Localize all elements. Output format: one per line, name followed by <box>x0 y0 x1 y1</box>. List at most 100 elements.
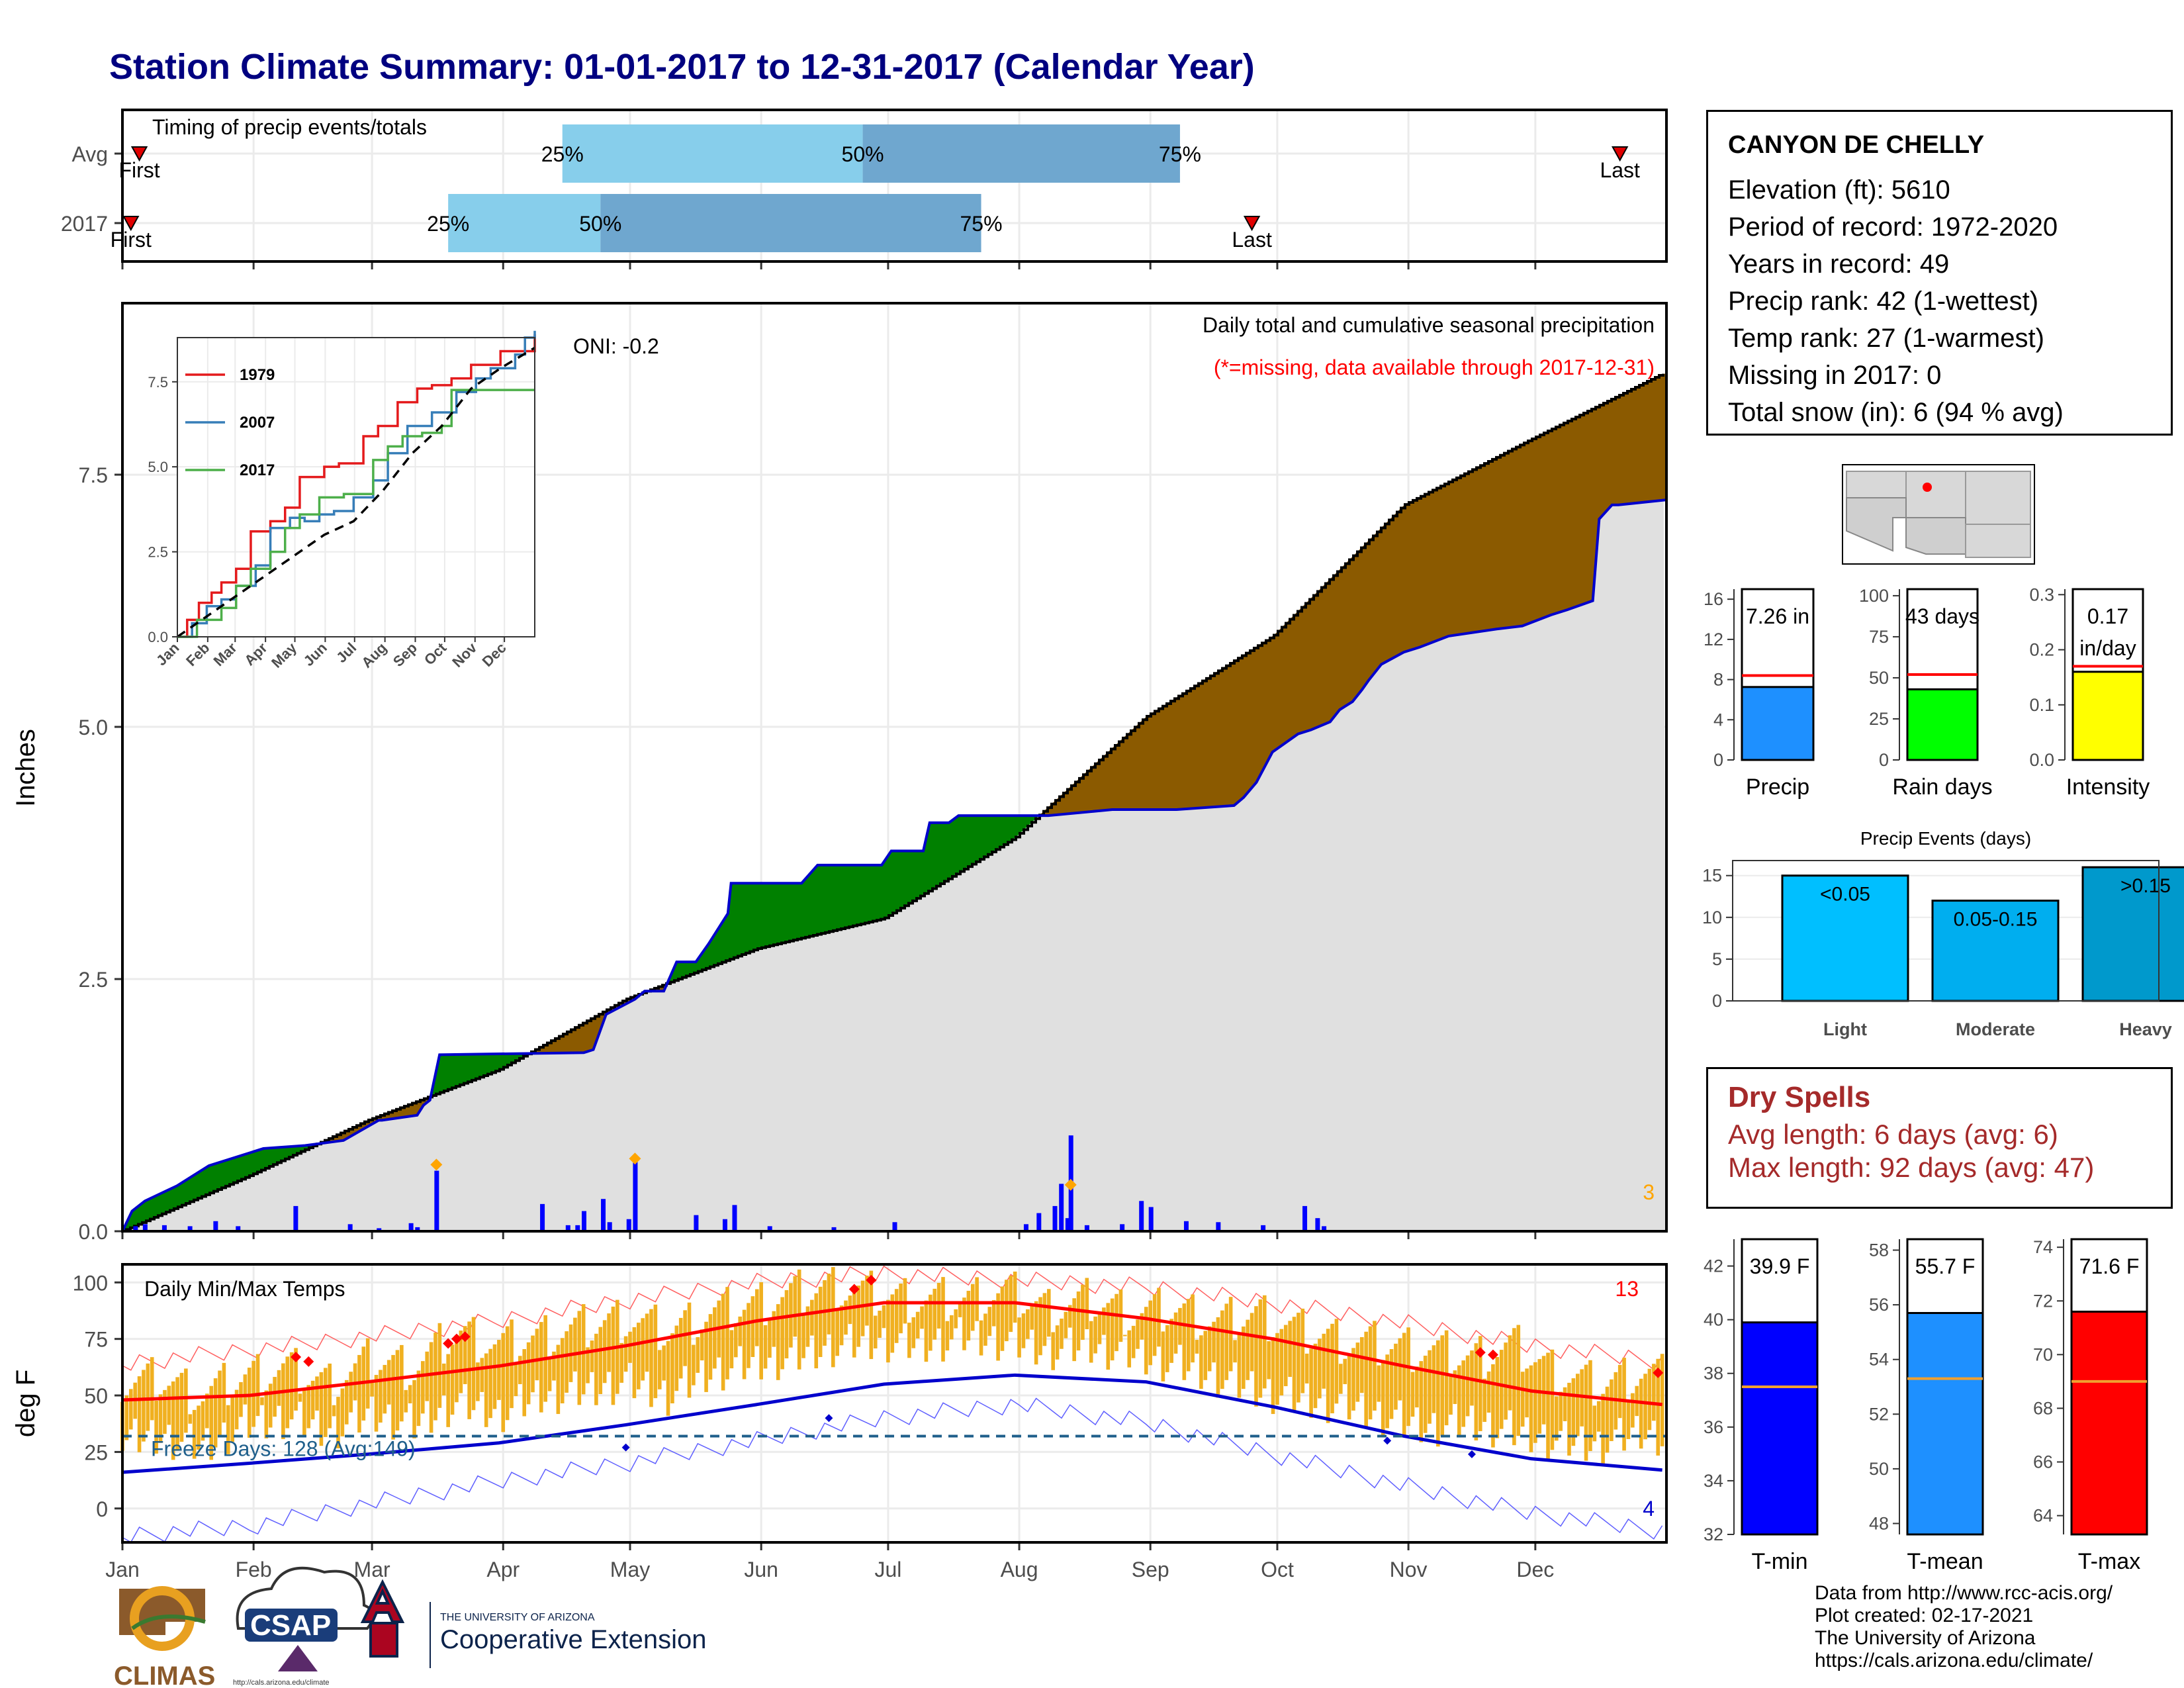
daily-temp-bar <box>1178 1307 1182 1345</box>
daily-temp-bar <box>1152 1294 1157 1356</box>
daily-temp-bar <box>1639 1378 1643 1449</box>
daily-precip-bar <box>1120 1224 1125 1231</box>
daily-temp-bar <box>1525 1368 1529 1418</box>
daily-temp-bar <box>725 1287 729 1380</box>
daily-temp-bar <box>903 1278 907 1324</box>
daily-temp-bar <box>683 1310 687 1366</box>
daily-temp-bar <box>167 1385 171 1425</box>
month-label: Feb <box>236 1558 272 1581</box>
daily-temp-bar <box>899 1284 903 1334</box>
daily-temp-bar <box>1402 1333 1406 1436</box>
daily-temp-bar <box>780 1297 784 1370</box>
daily-temp-bar <box>1461 1360 1465 1427</box>
inset-frame <box>177 337 535 637</box>
rain-days-y-tick-label: 100 <box>1859 586 1889 606</box>
record-high-marker <box>1487 1349 1498 1360</box>
daily-precip-bar <box>601 1199 606 1231</box>
timing-last-marker <box>1243 216 1261 232</box>
temp-y-tick-label: 50 <box>84 1384 108 1408</box>
daily-temp-bar <box>463 1326 467 1384</box>
precip-total-x-label: Precip <box>1746 774 1809 800</box>
timing-label-25: 25% <box>541 142 584 166</box>
daily-temp-bar <box>810 1299 814 1336</box>
temp-panel: 0 25 50 75 100 Jan Feb Mar Apr May Jun Jul Aug Sep Oct… <box>11 1263 1668 1581</box>
daily-temp-bar <box>1093 1316 1097 1354</box>
daily-precip-bar <box>626 1219 631 1231</box>
daily-temp-bar <box>1326 1329 1330 1423</box>
footer-plot-created: Plot created: 02-17-2021 <box>1815 1605 2034 1626</box>
daily-temp-bar <box>768 1318 772 1358</box>
daily-temp-bar <box>607 1313 611 1372</box>
daily-temp-bar <box>552 1351 556 1381</box>
daily-temp-bar <box>602 1320 607 1383</box>
daily-temp-bar <box>273 1377 277 1417</box>
daily-temp-bar <box>759 1282 763 1380</box>
intensity-x-label: Intensity <box>2066 774 2150 800</box>
climas-logo-text: CLIMAS <box>114 1662 215 1688</box>
daily-temp-bar <box>247 1368 251 1438</box>
temp-y-tick-label: 25 <box>84 1440 108 1464</box>
daily-temp-bar <box>1419 1361 1424 1442</box>
daily-temp-bar <box>1423 1355 1428 1433</box>
station-precip-rank: Precip rank: 42 (1-wettest) <box>1728 287 2039 316</box>
daily-temp-bar <box>1622 1358 1626 1451</box>
daily-temp-bar <box>319 1372 324 1446</box>
precip-events-bar-label: 0.05-0.15 <box>1954 909 2038 931</box>
daily-temp-bar <box>1157 1288 1161 1347</box>
daily-temp-bar <box>590 1340 594 1372</box>
daily-temp-bar <box>586 1347 590 1383</box>
daily-temp-bar <box>1313 1343 1318 1409</box>
daily-temp-bar <box>213 1378 218 1448</box>
precip-total-title: 7.26 in <box>1746 604 1809 628</box>
daily-temp-bar <box>1123 1335 1127 1336</box>
daily-temp-bar <box>1182 1303 1187 1380</box>
timing-last-label: Last <box>1232 228 1272 252</box>
daily-temp-bar <box>1288 1321 1292 1378</box>
record-precip-marker <box>430 1158 443 1171</box>
precip-events-y-tick-label: 15 <box>1702 866 1722 886</box>
daily-temp-bar <box>721 1293 725 1391</box>
daily-temp-bar <box>915 1311 920 1338</box>
ua-logo: THE UNIVERSITY OF ARIZONA Cooperative Ex… <box>360 1579 706 1668</box>
daily-temp-bar <box>1406 1327 1410 1427</box>
daily-precip-bar <box>607 1222 612 1231</box>
daily-temp-bar <box>1555 1396 1559 1441</box>
station-elevation: Elevation (ft): 5610 <box>1728 175 1950 205</box>
precip-y-tick-label: 5.0 <box>79 716 108 739</box>
daily-temp-bar <box>298 1393 302 1402</box>
daily-temp-bar <box>678 1317 683 1379</box>
daily-temp-bar <box>400 1344 404 1422</box>
daily-temp-bar <box>708 1314 713 1380</box>
daily-temp-bar <box>1457 1365 1461 1438</box>
daily-precip-bar <box>415 1227 420 1231</box>
daily-temp-bar <box>958 1303 962 1317</box>
precip-events-y-tick-label: 10 <box>1702 908 1722 927</box>
precip-events-title: Precip Events (days) <box>1860 828 2031 849</box>
precip-events-bar-heavy <box>2081 866 2184 1002</box>
month-label: Dec <box>1516 1558 1554 1581</box>
daily-temp-bar <box>692 1344 696 1385</box>
daily-temp-bar <box>860 1280 865 1336</box>
normal-min-line <box>122 1373 1662 1474</box>
precip-title: Daily total and cumulative seasonal prec… <box>1203 313 1655 337</box>
daily-temp-bar <box>1592 1405 1597 1442</box>
record-high-marker <box>866 1274 877 1286</box>
daily-temp-bar <box>1017 1317 1021 1358</box>
daily-temp-bar <box>1275 1333 1279 1405</box>
daily-temp-bar <box>1258 1299 1263 1398</box>
daily-precip-bar <box>540 1203 545 1231</box>
daily-temp-bar <box>1304 1353 1309 1383</box>
daily-temp-bar <box>793 1276 797 1337</box>
daily-temp-bar <box>146 1363 150 1431</box>
daily-temp-bar <box>518 1356 522 1384</box>
inset-series-line-1979 <box>177 334 536 638</box>
daily-temp-bar <box>924 1300 929 1362</box>
daily-temp-bar <box>577 1311 582 1405</box>
record-high-marker <box>848 1284 860 1295</box>
daily-temp-bar <box>1465 1355 1470 1417</box>
daily-temp-bar <box>184 1368 188 1433</box>
daily-temp-bar <box>1047 1289 1051 1337</box>
record-low-marker <box>1383 1436 1392 1445</box>
record-high-marker <box>1653 1367 1664 1378</box>
daily-temp-bar <box>429 1342 433 1433</box>
